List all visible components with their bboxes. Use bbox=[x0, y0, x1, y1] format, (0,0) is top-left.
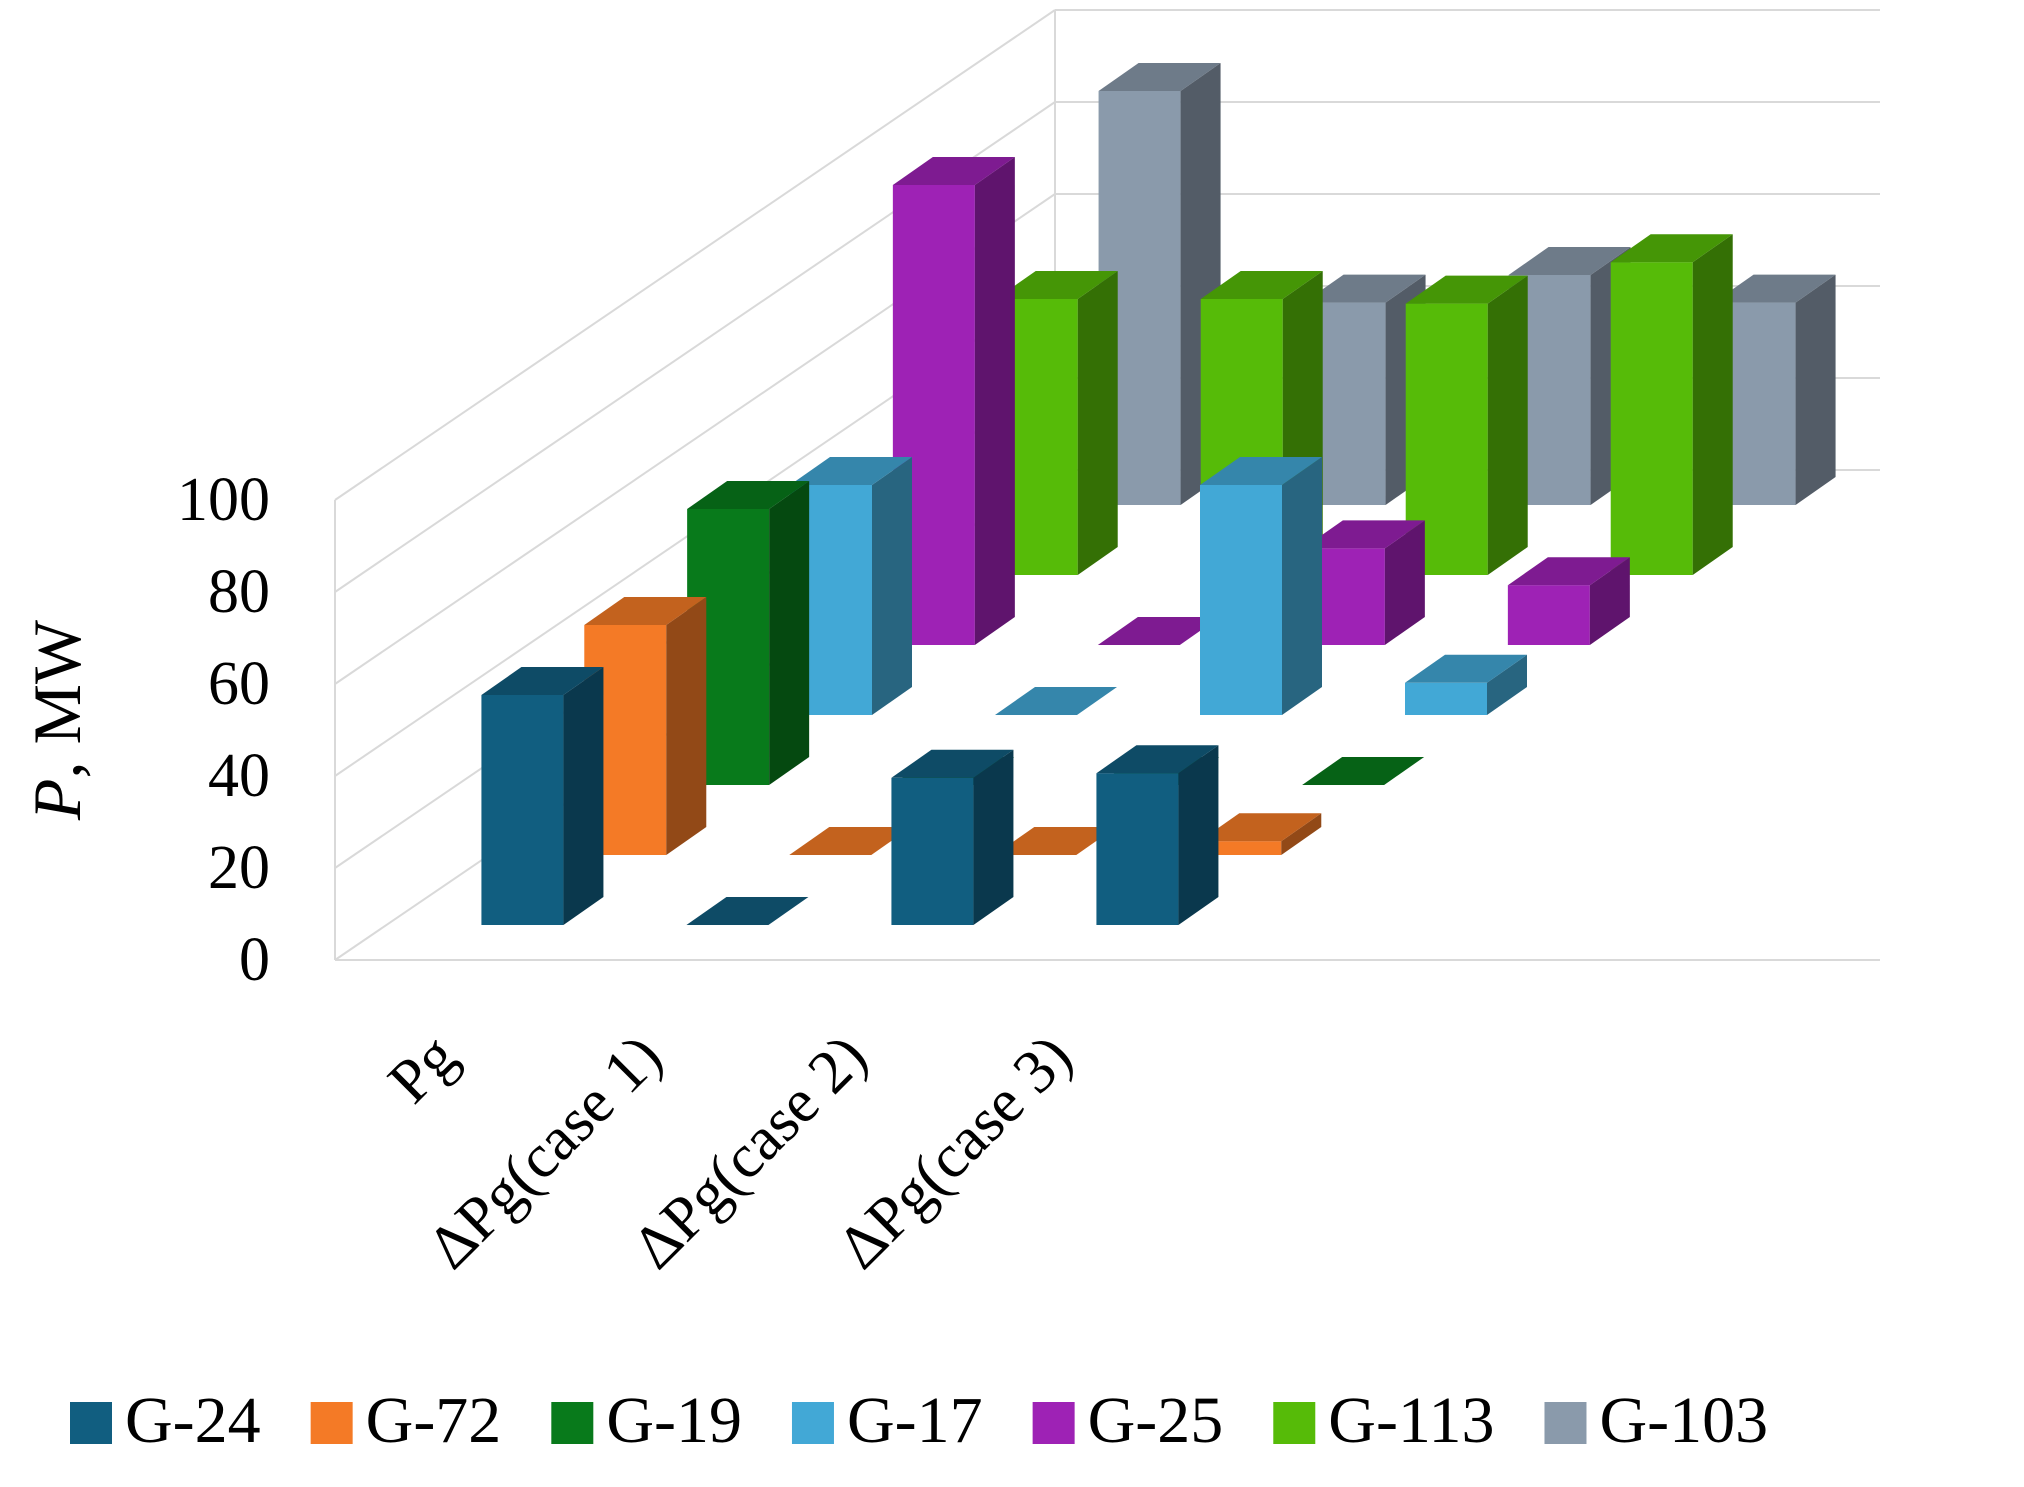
legend-label: G-113 bbox=[1328, 1384, 1494, 1457]
bar-side bbox=[1281, 813, 1322, 855]
y-tick-label: 40 bbox=[208, 742, 270, 810]
bar-top bbox=[892, 157, 1015, 185]
bar-top bbox=[1508, 247, 1631, 275]
bar-g-24-cat1 bbox=[686, 897, 809, 926]
bar-front bbox=[1610, 262, 1693, 575]
legend-item-g-113: G-113 bbox=[1273, 1384, 1494, 1457]
bar-front bbox=[1096, 773, 1179, 925]
bar-top bbox=[1199, 813, 1322, 842]
bar-side bbox=[1589, 557, 1630, 645]
bar-side bbox=[1487, 654, 1527, 715]
bar-top bbox=[1507, 557, 1630, 586]
bar-g-17-cat1 bbox=[995, 687, 1117, 716]
y-tick-label: 20 bbox=[208, 834, 270, 902]
bar-front bbox=[1405, 682, 1487, 715]
bar-top bbox=[1713, 274, 1836, 303]
bar-top bbox=[584, 597, 707, 625]
bar-side bbox=[973, 749, 1014, 925]
bar-side bbox=[1077, 271, 1118, 575]
y-tick-label: 100 bbox=[177, 466, 270, 534]
bar-front bbox=[1507, 585, 1590, 645]
legend-label: G-103 bbox=[1599, 1384, 1768, 1457]
legend-swatch bbox=[1032, 1402, 1075, 1444]
bar-side bbox=[872, 457, 912, 715]
bar-g-72-cat1 bbox=[789, 827, 912, 856]
bar-g-25-cat1 bbox=[1097, 617, 1220, 646]
bar-side bbox=[769, 481, 810, 785]
legend-swatch bbox=[551, 1402, 594, 1444]
bar-g-72-cat3 bbox=[1199, 813, 1322, 855]
bar-g-19-cat3 bbox=[1302, 757, 1425, 786]
y-tick-label: 60 bbox=[208, 650, 270, 718]
y-tick-label: 80 bbox=[208, 558, 270, 626]
bar-top bbox=[1610, 234, 1733, 263]
bar-side bbox=[1178, 745, 1219, 925]
bar-front bbox=[1200, 485, 1282, 715]
bar-top bbox=[1302, 757, 1425, 785]
bar-top bbox=[789, 827, 912, 855]
x-category-label: Pg bbox=[376, 1022, 470, 1116]
bar-g-24-cat0 bbox=[481, 667, 604, 925]
bar-side bbox=[1795, 274, 1836, 505]
bar-g-17-cat3 bbox=[1405, 654, 1527, 715]
legend-item-g-72: G-72 bbox=[310, 1384, 502, 1457]
bar-top bbox=[1302, 520, 1425, 549]
bar-side bbox=[666, 597, 707, 855]
legend-swatch bbox=[1273, 1402, 1316, 1444]
y-axis-ticks: 0 20 40 60 80 100 bbox=[177, 466, 270, 994]
y-axis-label: P, MW bbox=[19, 619, 95, 821]
bar-top bbox=[790, 457, 912, 485]
legend-item-g-24: G-24 bbox=[70, 1384, 261, 1457]
bar-top bbox=[1303, 274, 1426, 303]
legend-label: G-24 bbox=[125, 1384, 261, 1457]
bar-top bbox=[1096, 745, 1219, 774]
legend-label: G-25 bbox=[1088, 1384, 1224, 1457]
bar-side bbox=[1384, 520, 1425, 645]
bar-top bbox=[1405, 275, 1528, 304]
chart-bars bbox=[481, 63, 1836, 926]
bar-top bbox=[995, 271, 1118, 299]
bar-front bbox=[1199, 841, 1282, 855]
bar-top bbox=[687, 481, 810, 509]
bar-top bbox=[1200, 271, 1323, 299]
bar-g-72-cat2 bbox=[994, 827, 1117, 856]
bar-g-17-cat2 bbox=[1200, 457, 1322, 715]
bar-top bbox=[891, 749, 1014, 778]
bar-top bbox=[994, 827, 1117, 855]
bar-front bbox=[891, 777, 974, 925]
legend-label: G-17 bbox=[847, 1384, 983, 1457]
bar-top bbox=[1405, 654, 1527, 683]
legend-item-g-19: G-19 bbox=[551, 1384, 742, 1457]
legend-swatch bbox=[70, 1402, 112, 1444]
bar-g-25-cat3 bbox=[1507, 557, 1630, 645]
bar-top bbox=[686, 897, 809, 925]
bar-top bbox=[995, 687, 1117, 715]
legend-item-g-17: G-17 bbox=[791, 1384, 983, 1457]
bar-side bbox=[563, 667, 604, 925]
legend-item-g-103: G-103 bbox=[1544, 1384, 1768, 1457]
y-tick-label: 0 bbox=[239, 926, 270, 994]
bar-side bbox=[1487, 275, 1528, 575]
bar-g-113-cat3 bbox=[1610, 234, 1733, 575]
bar-side bbox=[1282, 457, 1322, 715]
legend-swatch bbox=[310, 1402, 353, 1444]
bar-top bbox=[1098, 63, 1221, 91]
bar-g-24-cat2 bbox=[891, 749, 1014, 925]
legend-label: G-19 bbox=[606, 1384, 742, 1457]
bar-front bbox=[481, 695, 564, 925]
legend: G-24 G-72 G-19 G-17 G-25 G-113 G-103 bbox=[70, 1384, 1768, 1457]
legend-swatch bbox=[1544, 1402, 1587, 1444]
bar-side bbox=[974, 157, 1015, 645]
bar-top bbox=[1200, 457, 1322, 485]
bar-side bbox=[1692, 234, 1733, 575]
bar-top bbox=[481, 667, 604, 695]
bar-g-24-cat3 bbox=[1096, 745, 1219, 925]
bar-top bbox=[1097, 617, 1220, 645]
gridline bbox=[334, 9, 1056, 501]
legend-label: G-72 bbox=[366, 1384, 502, 1457]
legend-swatch bbox=[791, 1402, 834, 1444]
legend-item-g-25: G-25 bbox=[1032, 1384, 1224, 1457]
